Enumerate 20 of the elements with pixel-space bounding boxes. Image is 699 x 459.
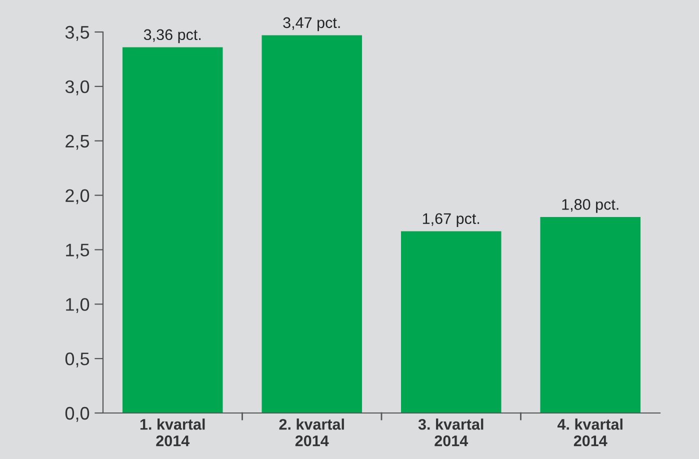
x-tick-label: 4. kvartal 2014: [557, 418, 622, 446]
x-tick-label: 3. kvartal 2014: [418, 418, 484, 446]
x-tick-label: 1. kvartal 2014: [140, 418, 205, 446]
bar: [122, 47, 223, 413]
y-tick-label: 3,0: [65, 80, 90, 96]
y-tick-label: 1,0: [66, 298, 90, 313]
data-label: 3,36 pct.: [144, 29, 201, 44]
x-tick-label: 2. kvartal 2014: [279, 418, 344, 446]
data-label: 1,80 pct.: [562, 199, 618, 213]
y-tick-label: 3,5: [65, 26, 90, 41]
bar: [540, 217, 641, 413]
data-label: 1,67 pct.: [422, 213, 480, 228]
y-tick-label: 2,0: [66, 189, 90, 204]
bar: [262, 35, 362, 413]
bar: [400, 231, 502, 413]
y-tick-label: 2,5: [66, 134, 90, 150]
data-label: 3,47 pct.: [283, 17, 340, 32]
y-tick-label: 1,5: [66, 244, 90, 259]
y-tick-label: 0,0: [65, 406, 90, 422]
y-tick-label: 0,5: [65, 352, 90, 368]
